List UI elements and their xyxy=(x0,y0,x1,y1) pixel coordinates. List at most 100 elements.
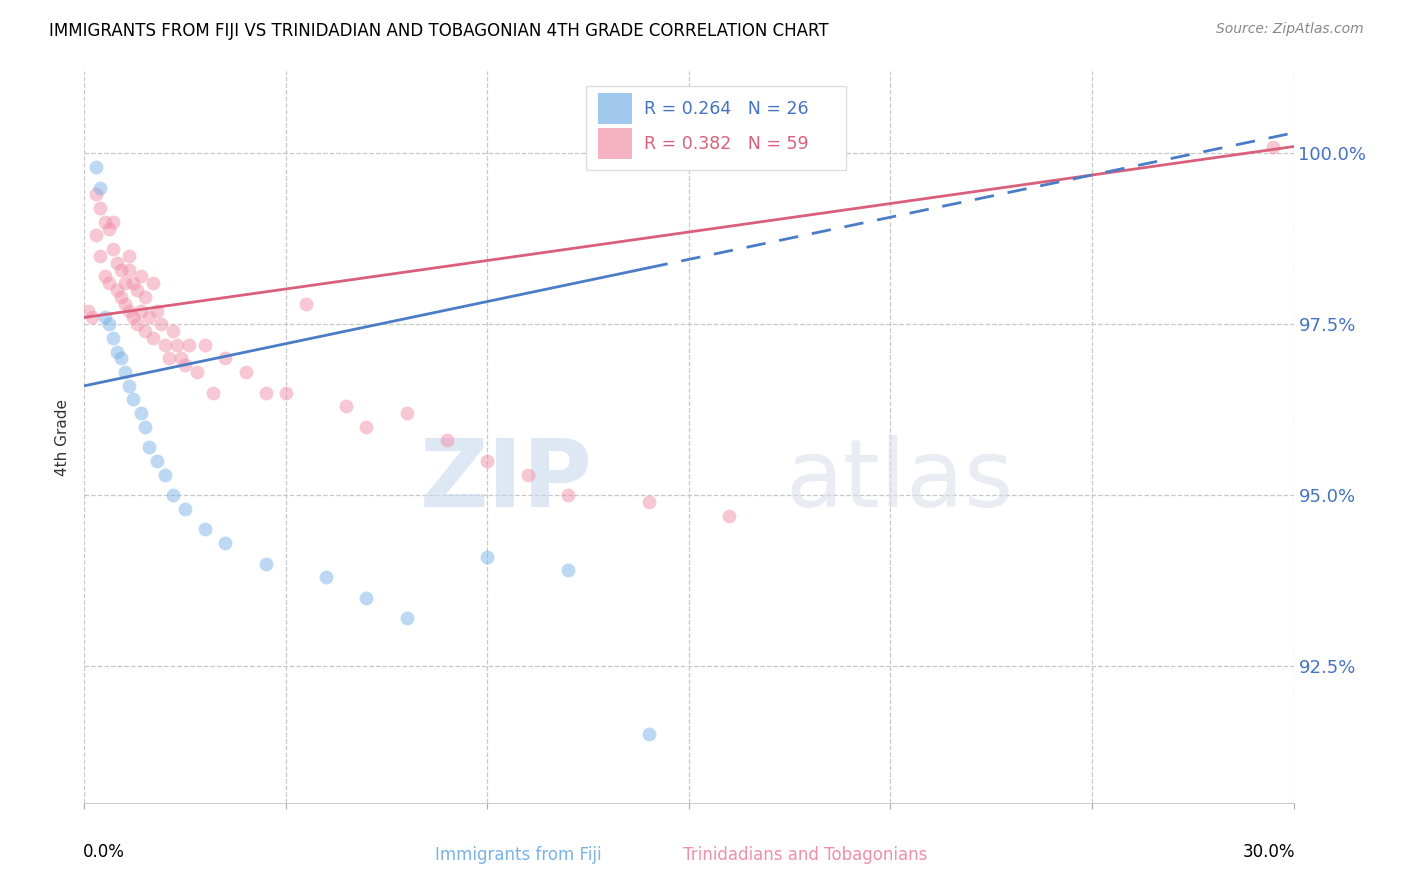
Point xyxy=(134,420,156,434)
Point xyxy=(315,570,337,584)
Point xyxy=(214,351,236,366)
Point xyxy=(121,392,143,407)
Point xyxy=(125,318,148,332)
Point xyxy=(157,351,180,366)
Point xyxy=(395,406,418,420)
Point xyxy=(637,495,659,509)
Text: R = 0.382   N = 59: R = 0.382 N = 59 xyxy=(644,135,808,153)
Point xyxy=(179,338,201,352)
Point xyxy=(335,400,357,414)
Point xyxy=(93,215,115,229)
Point xyxy=(295,297,318,311)
Point xyxy=(436,434,458,448)
Point xyxy=(118,249,141,263)
Point xyxy=(557,488,579,502)
Point xyxy=(637,727,659,741)
Point xyxy=(1263,139,1285,153)
Point xyxy=(516,467,538,482)
Text: IMMIGRANTS FROM FIJI VS TRINIDADIAN AND TOBAGONIAN 4TH GRADE CORRELATION CHART: IMMIGRANTS FROM FIJI VS TRINIDADIAN AND … xyxy=(49,22,828,40)
Point xyxy=(97,277,120,291)
Text: 30.0%: 30.0% xyxy=(1243,843,1295,861)
Text: Immigrants from Fiji: Immigrants from Fiji xyxy=(434,846,602,863)
Point xyxy=(146,454,169,468)
Point xyxy=(166,338,188,352)
Point xyxy=(356,591,378,605)
Point xyxy=(105,344,128,359)
Point xyxy=(557,563,579,577)
Point xyxy=(110,262,132,277)
FancyBboxPatch shape xyxy=(586,86,846,170)
Point xyxy=(82,310,104,325)
Point xyxy=(86,228,108,243)
Point xyxy=(114,277,136,291)
FancyBboxPatch shape xyxy=(599,128,633,159)
Text: atlas: atlas xyxy=(786,435,1014,527)
Text: Trinidadians and Tobagonians: Trinidadians and Tobagonians xyxy=(683,846,928,863)
Text: R = 0.264   N = 26: R = 0.264 N = 26 xyxy=(644,100,808,118)
Point xyxy=(142,277,165,291)
Point xyxy=(138,310,160,325)
FancyBboxPatch shape xyxy=(647,843,673,866)
Point xyxy=(138,440,160,454)
Text: ZIP: ZIP xyxy=(419,435,592,527)
Point xyxy=(153,467,176,482)
Point xyxy=(214,536,236,550)
Text: Source: ZipAtlas.com: Source: ZipAtlas.com xyxy=(1216,22,1364,37)
Point xyxy=(77,303,100,318)
Point xyxy=(110,351,132,366)
FancyBboxPatch shape xyxy=(599,94,633,124)
Point xyxy=(101,331,124,345)
Point xyxy=(101,215,124,229)
Point xyxy=(89,249,111,263)
Point xyxy=(194,338,217,352)
Point xyxy=(194,522,217,536)
Y-axis label: 4th Grade: 4th Grade xyxy=(55,399,70,475)
Point xyxy=(254,557,277,571)
Point xyxy=(114,365,136,379)
FancyBboxPatch shape xyxy=(399,843,426,866)
Point xyxy=(129,269,152,284)
Point xyxy=(254,385,277,400)
Point xyxy=(477,454,499,468)
Point xyxy=(142,331,165,345)
Point xyxy=(395,611,418,625)
Point xyxy=(93,269,115,284)
Point xyxy=(174,501,197,516)
Point xyxy=(174,359,197,373)
Point xyxy=(162,324,184,338)
Point xyxy=(235,365,257,379)
Point xyxy=(149,318,172,332)
Point xyxy=(89,201,111,215)
Point xyxy=(129,406,152,420)
Point xyxy=(274,385,297,400)
Text: 0.0%: 0.0% xyxy=(83,843,125,861)
Point xyxy=(101,242,124,256)
Point xyxy=(105,283,128,297)
Point xyxy=(477,549,499,564)
Point xyxy=(86,187,108,202)
Point xyxy=(129,303,152,318)
Point xyxy=(97,318,120,332)
Point xyxy=(186,365,208,379)
Point xyxy=(162,488,184,502)
Point xyxy=(86,160,108,174)
Point xyxy=(89,180,111,194)
Point xyxy=(718,508,741,523)
Point xyxy=(121,310,143,325)
Point xyxy=(118,379,141,393)
Point xyxy=(146,303,169,318)
Point xyxy=(170,351,193,366)
Point xyxy=(121,277,143,291)
Point xyxy=(114,297,136,311)
Point xyxy=(105,256,128,270)
Point xyxy=(202,385,225,400)
Point xyxy=(125,283,148,297)
Point xyxy=(118,303,141,318)
Point xyxy=(153,338,176,352)
Point xyxy=(110,290,132,304)
Point xyxy=(118,262,141,277)
Point xyxy=(97,221,120,235)
Point xyxy=(356,420,378,434)
Point xyxy=(93,310,115,325)
Point xyxy=(134,290,156,304)
